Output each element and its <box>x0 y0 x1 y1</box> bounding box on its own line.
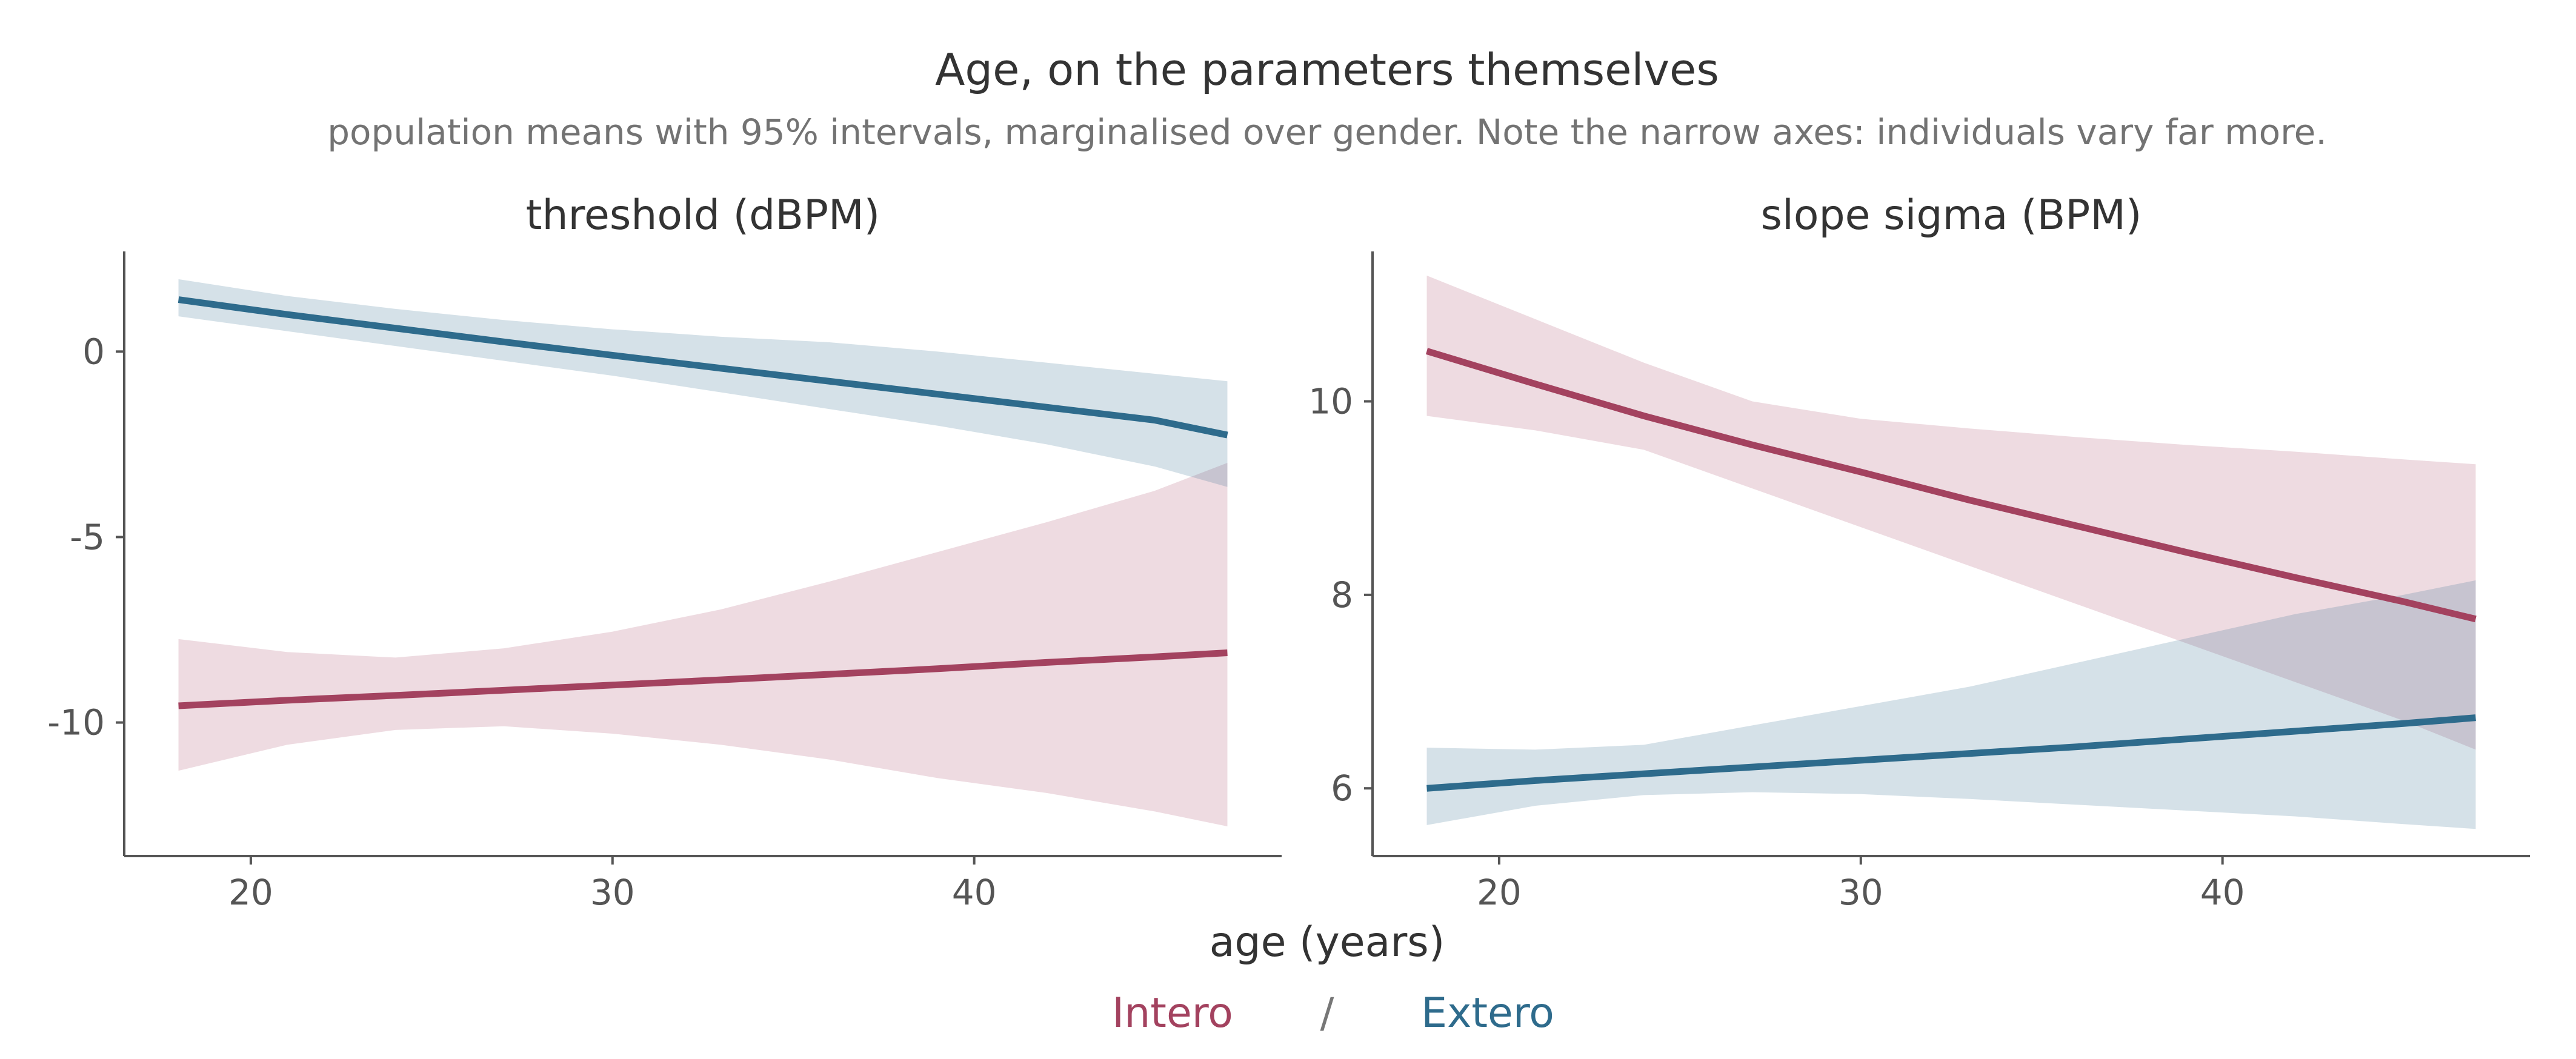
legend: Intero / Extero <box>1112 989 1554 1037</box>
panel-title: slope sigma (BPM) <box>1761 191 2142 239</box>
y-tick-label: -5 <box>70 516 105 557</box>
chart-title: Age, on the parameters themselves <box>935 44 1719 95</box>
x-axis-label: age (years) <box>1210 918 1445 966</box>
panel-threshold: threshold (dBPM) 20 30 40 0 -5 -10 <box>47 191 1282 913</box>
y-tick-label: -10 <box>47 702 105 743</box>
y-tick-label: 10 <box>1308 381 1353 422</box>
band-extero <box>178 279 1228 487</box>
band-extero <box>1426 580 2476 829</box>
legend-entry-intero: Intero <box>1112 989 1233 1037</box>
panel-slope-sigma: slope sigma (BPM) 20 30 40 6 8 10 <box>1308 191 2530 913</box>
band-intero <box>1426 275 2476 750</box>
panel-title: threshold (dBPM) <box>526 191 880 239</box>
y-tick-label: 0 <box>82 331 105 372</box>
line-intero <box>178 649 1228 709</box>
band-intero <box>178 462 1228 827</box>
x-tick-label: 30 <box>1839 872 1883 913</box>
legend-entry-extero: Extero <box>1421 989 1554 1037</box>
line-extero <box>1426 714 2476 792</box>
x-tick-label: 40 <box>952 872 997 913</box>
x-tick-label: 20 <box>228 872 273 913</box>
x-tick-label: 40 <box>2200 872 2245 913</box>
x-tick-label: 20 <box>1477 872 1522 913</box>
y-tick-label: 8 <box>1331 574 1353 616</box>
y-tick-label: 6 <box>1331 768 1353 809</box>
x-tick-label: 30 <box>590 872 635 913</box>
legend-separator: / <box>1320 989 1334 1037</box>
chart-subtitle: population means with 95% intervals, mar… <box>327 111 2327 153</box>
line-intero <box>1425 348 2477 623</box>
line-extero <box>178 296 1228 439</box>
